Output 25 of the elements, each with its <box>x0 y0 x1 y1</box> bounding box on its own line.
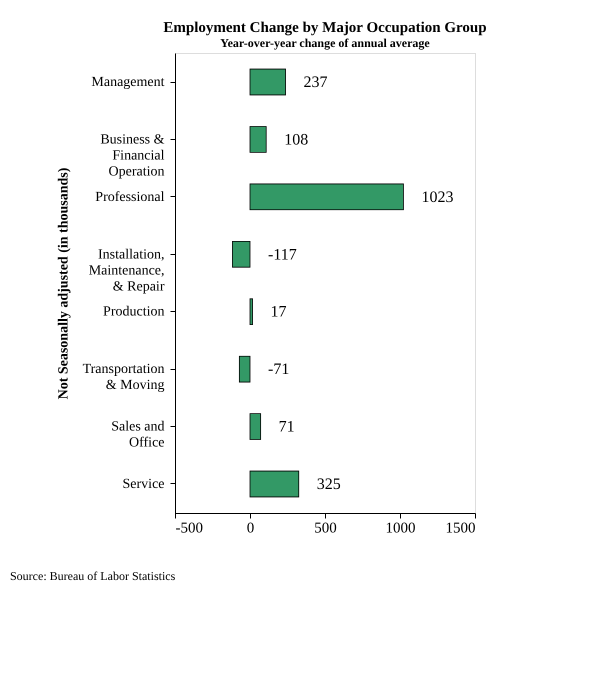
x-tick-label: 0 <box>246 520 254 536</box>
data-label: 17 <box>270 304 287 321</box>
data-label: 71 <box>278 418 295 436</box>
y-tick-label: Installation, Maintenance, & Repair <box>88 247 165 294</box>
chart-subtitle: Year-over-year change of annual average <box>220 36 430 50</box>
data-label: -71 <box>268 361 290 378</box>
chart-title: Employment Change by Major Occupation Group <box>163 20 487 36</box>
x-tick-label: 500 <box>314 520 337 536</box>
x-tick-label: -500 <box>176 520 203 536</box>
data-label: 237 <box>304 74 328 91</box>
data-label: 1023 <box>421 188 454 206</box>
source-note: Source: Bureau of Labor Statistics <box>10 569 176 583</box>
y-axis-title: Not Seasonally adjusted (in thousands) <box>56 167 72 400</box>
x-tick-label: 1500 <box>446 520 476 536</box>
y-tick-label: Sales and Office <box>111 420 164 451</box>
x-tick-label: 1000 <box>386 520 416 536</box>
y-tick-label: Business & Financial Operation <box>100 132 165 180</box>
data-label: 325 <box>316 476 341 493</box>
y-tick-label: Service <box>122 477 164 492</box>
y-tick-label: Production <box>103 304 164 320</box>
y-tick-label: Transportation & Moving <box>82 362 164 394</box>
data-label: -117 <box>268 246 297 264</box>
data-label: 108 <box>284 131 308 148</box>
y-tick-label: Professional <box>95 190 165 205</box>
y-tick-label: Management <box>91 75 165 90</box>
